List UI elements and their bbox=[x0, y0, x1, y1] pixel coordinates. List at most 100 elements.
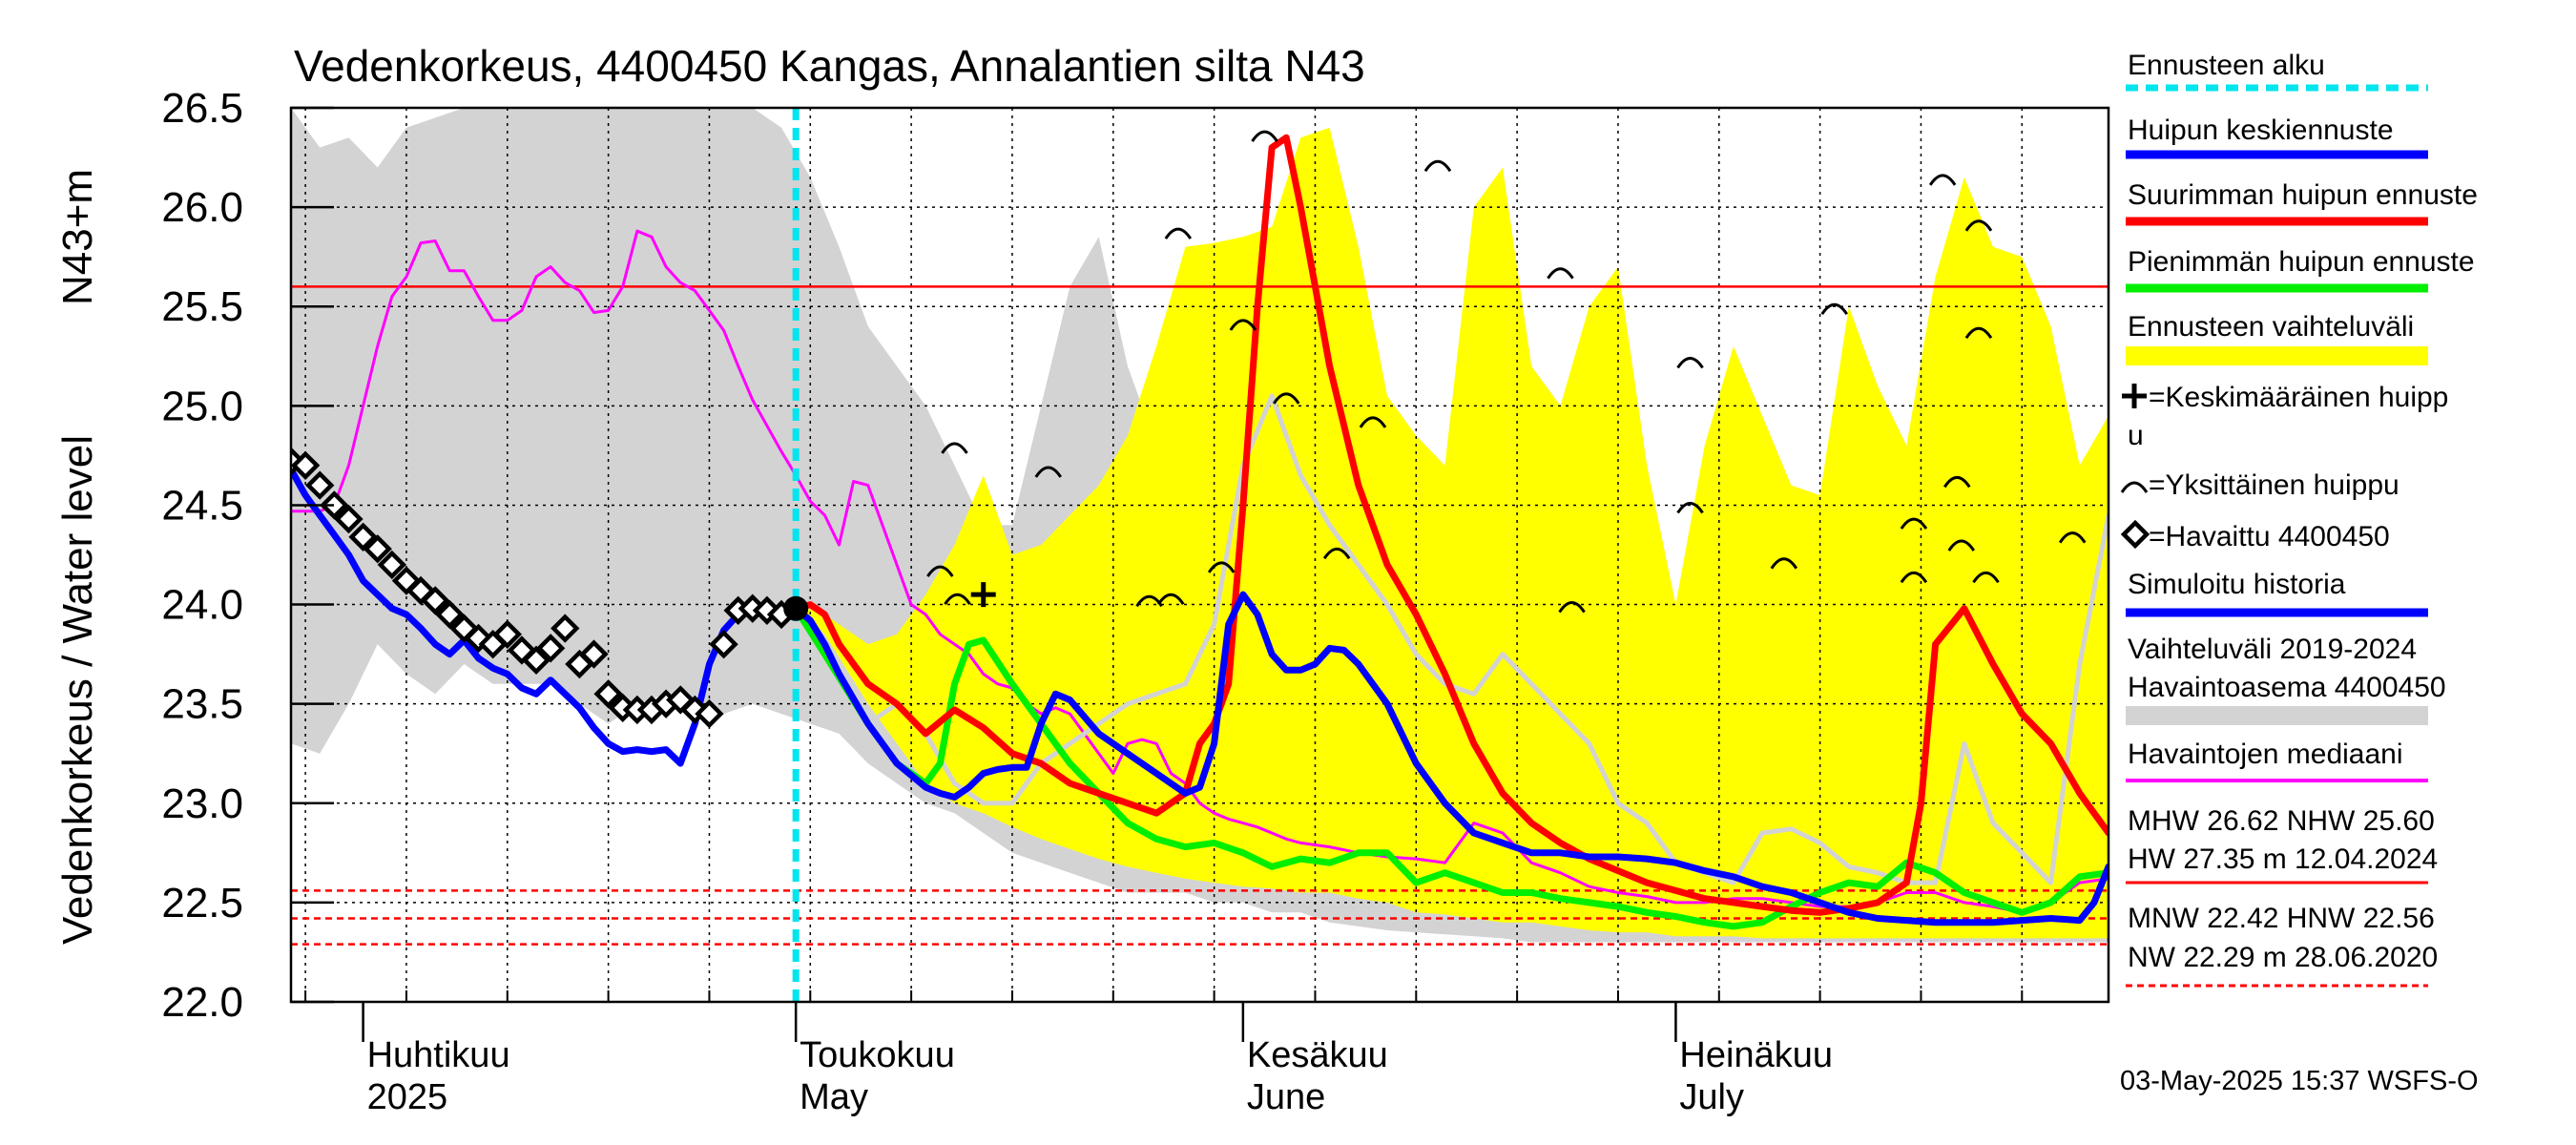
single-peak-marker bbox=[1034, 466, 1063, 478]
x-month-sublabel: May bbox=[800, 1077, 868, 1117]
series-havaintojen-mediaani bbox=[291, 229, 2109, 914]
observed-point bbox=[348, 522, 378, 552]
observed-point bbox=[464, 623, 493, 654]
legend-stats-low-1: MNW 22.42 HNW 22.56 bbox=[2128, 903, 2435, 934]
single-peak-marker bbox=[1972, 571, 2000, 584]
series-huipun-keskiennuste bbox=[792, 591, 2109, 926]
legend-observed-label: =Havaittu 4400450 bbox=[2149, 521, 2390, 552]
observed-point bbox=[334, 504, 364, 534]
single-peak-marker bbox=[2058, 531, 2087, 544]
single-peak-marker bbox=[1547, 267, 1574, 280]
single-peak-marker bbox=[1676, 356, 1704, 369]
legend-mean-peak-marker bbox=[2122, 384, 2147, 408]
single-peak-marker bbox=[1964, 219, 1993, 232]
observed-point bbox=[320, 490, 349, 520]
y-tick-label: 23.5 bbox=[161, 681, 243, 728]
x-month-label: Toukokuu bbox=[800, 1035, 955, 1075]
observed-point bbox=[579, 639, 609, 669]
legend-stats-low-2: NW 22.29 m 28.06.2020 bbox=[2128, 942, 2438, 973]
y-tick-label: 24.0 bbox=[161, 582, 243, 629]
single-peak-marker bbox=[1820, 302, 1848, 316]
single-peak-marker bbox=[1272, 392, 1300, 405]
x-month-label: Kesäkuu bbox=[1247, 1035, 1388, 1075]
legend-mean-forecast-label: Huipun keskiennuste bbox=[2128, 114, 2394, 146]
observed-point bbox=[377, 550, 407, 580]
single-peak-marker bbox=[1900, 517, 1928, 530]
legend-history-range-label: Vaihteluväli 2019-2024 bbox=[2128, 634, 2417, 665]
legend-history-range-swatch bbox=[2126, 706, 2428, 725]
observed-point bbox=[421, 586, 450, 615]
observed-point bbox=[435, 599, 465, 630]
single-peak-marker bbox=[1942, 475, 1971, 489]
y-tick-label: 22.0 bbox=[161, 979, 243, 1026]
legend-simulated-label: Simuloitu historia bbox=[2128, 569, 2346, 600]
observed-point bbox=[521, 645, 551, 676]
single-peak-marker bbox=[1947, 539, 1976, 552]
legend-forecast-range-label: Ennusteen vaihteluväli bbox=[2128, 311, 2414, 343]
legend-min-forecast-label: Pienimmän huipun ennuste bbox=[2128, 246, 2475, 278]
observed-point bbox=[551, 614, 580, 643]
legend-single-peak-label: =Yksittäinen huippu bbox=[2149, 469, 2399, 501]
single-peak-marker bbox=[944, 593, 971, 606]
legend-mean-peak-label: =Keskimääräinen huipp bbox=[2149, 382, 2448, 413]
y-tick-label: 25.0 bbox=[161, 383, 243, 429]
observed-point bbox=[492, 619, 522, 649]
single-peak-marker bbox=[1676, 501, 1704, 514]
timestamp: 03-May-2025 15:37 WSFS-O bbox=[2120, 1066, 2479, 1096]
y-tick-label: 22.5 bbox=[161, 880, 243, 926]
current-point bbox=[783, 595, 809, 621]
legend-max-forecast-label: Suurimman huipun ennuste bbox=[2128, 179, 2478, 211]
single-peak-marker bbox=[1964, 326, 1993, 340]
series-suurimman-huipun-ennuste bbox=[792, 134, 2109, 916]
single-peak-marker bbox=[1928, 174, 1957, 186]
single-peak-marker bbox=[941, 442, 968, 454]
observed-point bbox=[593, 679, 623, 709]
observed-point bbox=[291, 450, 321, 480]
legend-mean-peak-label-cont: u bbox=[2128, 420, 2144, 451]
y-axis-unit: N43+m bbox=[54, 169, 101, 305]
observed-point bbox=[752, 595, 782, 625]
x-month-label: Heinäkuu bbox=[1679, 1035, 1833, 1075]
legend: Ennusteen alku Huipun keskiennuste Suuri… bbox=[2120, 50, 2478, 988]
observed-point bbox=[305, 470, 335, 500]
legend-stats-high-2: HW 27.35 m 12.04.2024 bbox=[2128, 843, 2438, 875]
single-peak-marker bbox=[1251, 130, 1278, 142]
legend-history-range-label-cont: Havaintoasema 4400450 bbox=[2128, 672, 2446, 703]
chart-title: Vedenkorkeus, 4400450 Kangas, Annalantie… bbox=[294, 41, 1365, 91]
single-peak-marker bbox=[1157, 593, 1185, 606]
legend-stats-high-1: MHW 26.62 NHW 25.60 bbox=[2128, 805, 2435, 837]
observed-point bbox=[695, 698, 724, 729]
observed-point bbox=[449, 614, 479, 643]
single-peak-marker bbox=[1229, 319, 1257, 331]
y-tick-label: 26.5 bbox=[161, 85, 243, 132]
single-peak-marker bbox=[926, 565, 954, 577]
observed-point bbox=[507, 635, 537, 665]
single-peak-marker bbox=[1423, 159, 1452, 173]
x-month-sublabel: 2025 bbox=[367, 1077, 448, 1117]
y-axis: 22.0 22.5 23.0 23.5 24.0 24.5 25.0 25.5 26.0 26.5 bbox=[161, 85, 334, 1026]
series-pienimmän-huipun-ennuste bbox=[792, 605, 2109, 930]
peak-markers bbox=[926, 130, 2087, 614]
series-simuloitu-historia bbox=[291, 466, 800, 767]
observed-point bbox=[363, 534, 392, 564]
y-tick-label: 23.0 bbox=[161, 781, 243, 827]
y-tick-label: 25.5 bbox=[161, 283, 243, 330]
single-peak-marker bbox=[1900, 571, 1928, 584]
y-tick-label: 26.0 bbox=[161, 184, 243, 231]
plot-area bbox=[291, 108, 2109, 1002]
single-peak-marker bbox=[1359, 416, 1387, 428]
single-peak-marker bbox=[1558, 601, 1586, 614]
mean-peak-marker bbox=[970, 582, 996, 608]
x-month-sublabel: June bbox=[1247, 1077, 1325, 1117]
y-axis-label: Vedenkorkeus / Water level bbox=[54, 435, 101, 945]
legend-median-label: Havaintojen mediaani bbox=[2128, 739, 2403, 770]
forecast-range-band bbox=[796, 127, 2109, 939]
legend-single-peak-marker bbox=[2120, 481, 2149, 493]
single-peak-marker bbox=[1322, 547, 1351, 560]
observed-point bbox=[709, 630, 738, 659]
legend-observed-marker bbox=[2120, 519, 2150, 550]
observed-points bbox=[291, 447, 797, 729]
single-peak-marker bbox=[1207, 561, 1236, 573]
